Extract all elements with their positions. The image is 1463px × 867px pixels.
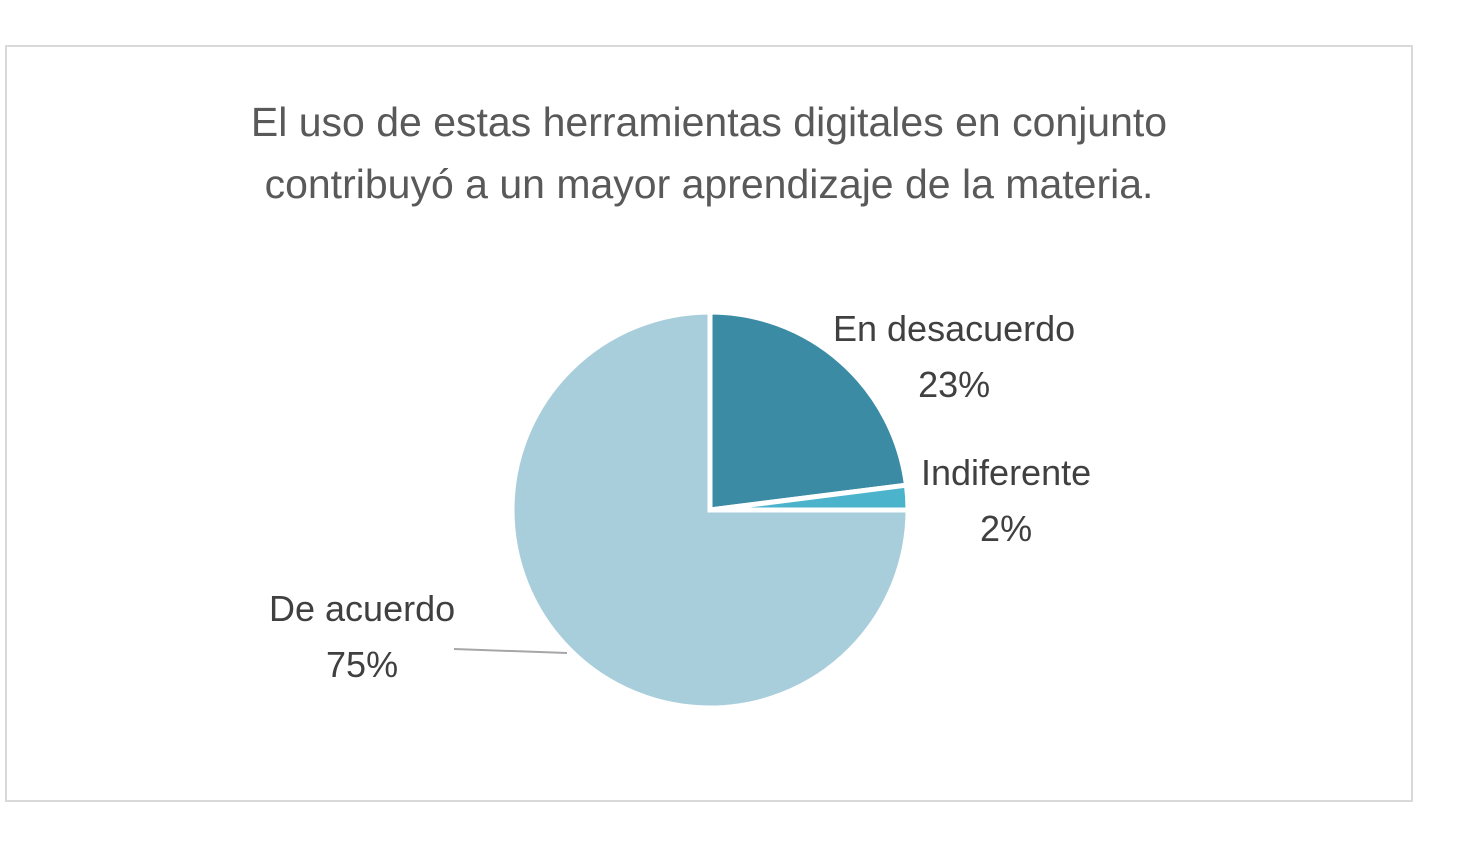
chart-title-line-2: contribuyó a un mayor aprendizaje de la … bbox=[264, 161, 1154, 207]
chart-title: El uso de estas herramientas digitales e… bbox=[7, 91, 1411, 215]
data-label-de-acuerdo: De acuerdo 75% bbox=[269, 581, 455, 693]
data-label-indiferente: Indiferente 2% bbox=[921, 445, 1091, 557]
data-label-value: 23% bbox=[918, 364, 991, 405]
data-label-category: De acuerdo bbox=[269, 588, 456, 629]
data-label-value: 75% bbox=[326, 644, 399, 685]
slice-de-acuerdo bbox=[509, 309, 911, 711]
chart-frame: El uso de estas herramientas digitales e… bbox=[5, 45, 1413, 802]
data-label-value: 2% bbox=[980, 508, 1033, 549]
leader-line-de-acuerdo bbox=[453, 648, 568, 654]
pie-chart bbox=[453, 309, 911, 711]
slice-en-desacuerdo bbox=[707, 309, 910, 513]
data-label-en-desacuerdo: En desacuerdo 23% bbox=[833, 301, 1075, 413]
data-label-category: En desacuerdo bbox=[833, 308, 1076, 349]
data-label-category: Indiferente bbox=[921, 452, 1092, 493]
chart-title-line-1: El uso de estas herramientas digitales e… bbox=[250, 99, 1168, 145]
